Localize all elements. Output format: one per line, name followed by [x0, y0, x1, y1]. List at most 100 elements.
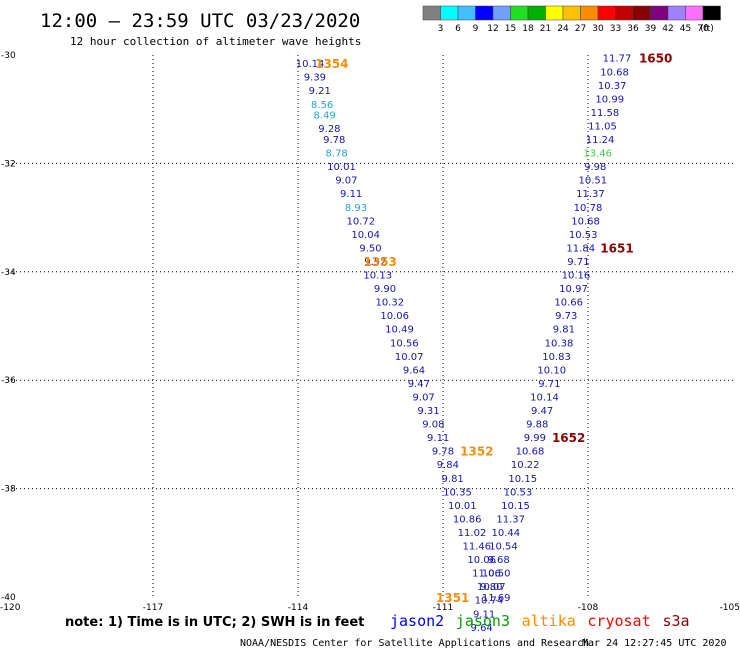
- legend-cryosat: cryosat: [587, 612, 650, 630]
- wave-height-value: 10.99: [595, 94, 624, 105]
- wave-height-value: 10.01: [327, 162, 356, 173]
- wave-height-value: 10.15: [508, 474, 537, 485]
- scale-swatch: [492, 5, 511, 21]
- footer-credit: NOAA/NESDIS Center for Satellite Applica…: [240, 638, 589, 649]
- wave-height-value: 10.53: [569, 230, 598, 241]
- wave-height-value: 9.78: [432, 447, 454, 458]
- scale-swatch: [422, 5, 441, 21]
- legend-altika: altika: [522, 612, 576, 630]
- scale-label: 70: [697, 24, 709, 34]
- wave-height-value: 10.51: [579, 176, 608, 187]
- scale-label: 33: [610, 24, 621, 34]
- scale-swatch: [457, 5, 476, 21]
- pass-time-label: 1354: [315, 57, 348, 71]
- wave-height-value: 10.44: [492, 528, 521, 539]
- wave-height-value: 8.56: [311, 100, 333, 111]
- wave-height-value: 10.49: [385, 325, 414, 336]
- pass-time-label: 1352: [460, 445, 493, 459]
- pass-time-label: 1353: [363, 255, 396, 269]
- scale-swatch: [685, 5, 704, 21]
- scale-swatch: [440, 5, 459, 21]
- wave-height-value: 9.98: [584, 162, 606, 173]
- scale-label: 15: [505, 24, 516, 34]
- wave-height-value: 9.80: [480, 582, 502, 593]
- scale-swatch: [475, 5, 494, 21]
- wave-height-value: 9.78: [323, 135, 345, 146]
- x-tick-label: -117: [143, 603, 163, 613]
- scale-label: 39: [645, 24, 657, 34]
- wave-height-value: 10.14: [530, 392, 559, 403]
- wave-height-value: 9.07: [335, 176, 357, 187]
- pass-time-label: 1652: [552, 431, 585, 445]
- wave-height-value: 10.54: [489, 542, 518, 553]
- wave-height-value: 10.35: [443, 487, 472, 498]
- scale-label: 9: [473, 24, 479, 34]
- legend-s3a: s3a: [663, 612, 690, 630]
- wave-height-value: 10.07: [477, 582, 506, 593]
- legend-jason2: jason2: [390, 612, 444, 630]
- wave-height-value: 10.50: [482, 569, 511, 580]
- legend-jason3: jason3: [456, 612, 510, 630]
- wave-height-value: 10.37: [598, 81, 627, 92]
- y-tick-label: -36: [1, 376, 16, 386]
- wave-height-value: 9.64: [471, 623, 493, 634]
- scale-label: 27: [575, 24, 586, 34]
- wave-height-value: 10.86: [453, 514, 482, 525]
- wave-height-value: 9.47: [408, 379, 430, 390]
- wave-height-values: 10.149.399.218.568.499.289.788.7810.019.…: [296, 54, 632, 634]
- wave-height-value: 9.39: [304, 73, 326, 84]
- wave-height-value: 10.68: [571, 216, 600, 227]
- chart-title: 12:00 – 23:59 UTC 03/23/2020: [40, 10, 360, 32]
- y-tick-label: -34: [1, 268, 16, 278]
- scale-swatch: [545, 5, 564, 21]
- wave-height-value: 10.22: [511, 460, 540, 471]
- pass-time-label: 1351: [436, 591, 469, 605]
- wave-height-value: 8.49: [313, 111, 335, 122]
- footer-timestamp: Mar 24 12:27:45 UTC 2020: [582, 638, 727, 649]
- lat-lon-grid: [8, 55, 733, 597]
- scale-label: 45: [680, 24, 691, 34]
- x-tick-label: -108: [578, 603, 599, 613]
- wave-height-value: 11.69: [482, 593, 511, 604]
- wave-height-value: 10.16: [562, 271, 591, 282]
- wave-height-value: 11.84: [566, 243, 595, 254]
- scale-label: 12: [487, 24, 498, 34]
- wave-height-value: 10.07: [395, 352, 424, 363]
- scale-label: (ft): [700, 24, 714, 34]
- scale-swatch: [667, 5, 686, 21]
- pass-time-label: 1650: [639, 52, 672, 66]
- satellite-legend: jason2 jason3 altika cryosat s3a: [390, 612, 690, 630]
- scale-swatch: [510, 5, 529, 21]
- scale-swatch: [615, 5, 634, 21]
- wave-height-value: 10.83: [542, 352, 571, 363]
- wave-height-value: 10.74: [475, 596, 504, 607]
- wave-height-value: 11.05: [588, 121, 617, 132]
- wave-height-value: 13.46: [583, 149, 612, 160]
- wave-height-value: 9.84: [437, 460, 459, 471]
- scale-label: 24: [557, 24, 569, 34]
- wave-height-value: 10.10: [537, 365, 566, 376]
- wave-height-value: 10.68: [600, 67, 629, 78]
- wave-height-value: 9.28: [318, 124, 340, 135]
- wave-height-value: 11.58: [591, 108, 620, 119]
- wave-height-value: 11.46: [463, 542, 492, 553]
- wave-height-value: 9.90: [374, 284, 396, 295]
- wave-height-value: 9.81: [553, 325, 575, 336]
- wave-height-value: 10.38: [545, 338, 574, 349]
- scale-swatch: [562, 5, 581, 21]
- wave-height-value: 10.04: [351, 230, 380, 241]
- pass-time-label: 1651: [600, 241, 633, 255]
- wave-height-value: 9.21: [309, 86, 331, 97]
- chart-subtitle: 12 hour collection of altimeter wave hei…: [70, 35, 361, 48]
- scale-swatch: [527, 5, 546, 21]
- wave-height-value: 9.99: [524, 433, 546, 444]
- wave-height-value: 9.11: [473, 609, 495, 620]
- wave-height-value: 9.11: [427, 433, 449, 444]
- wave-height-value: 9.07: [413, 392, 435, 403]
- wave-height-value: 10.06: [380, 311, 409, 322]
- wave-height-value: 9.11: [340, 189, 362, 200]
- y-tick-label: -40: [1, 593, 16, 603]
- x-tick-label: -105: [720, 603, 740, 613]
- wave-height-value: 10.56: [390, 338, 419, 349]
- wave-height-value: 10.01: [448, 501, 477, 512]
